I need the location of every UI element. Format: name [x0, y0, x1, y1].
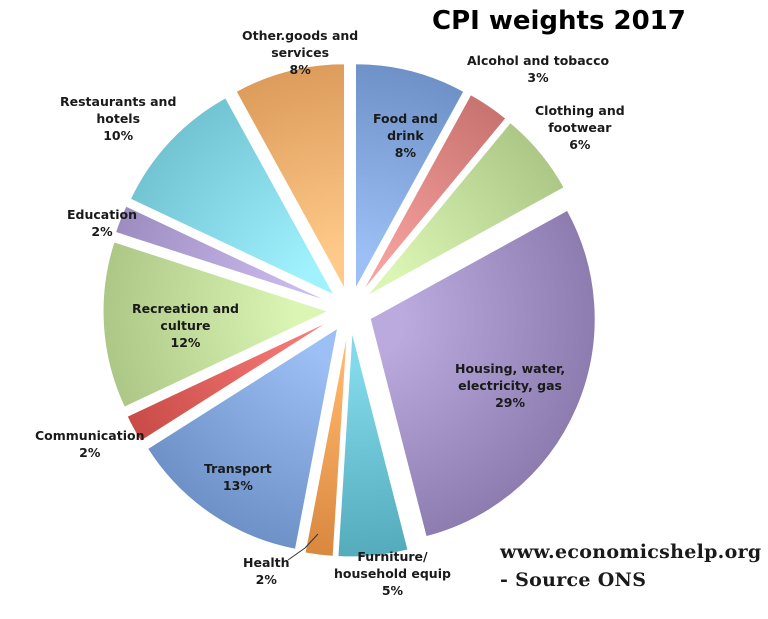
slice-name-recreation-and-culture: Recreation and culture — [132, 301, 239, 333]
pie-slice-other-goods-and-services — [235, 63, 346, 289]
slice-value-recreation-and-culture: 12% — [170, 335, 201, 350]
slice-value-other-goods-and-services: 8% — [289, 62, 311, 77]
pie-slice-education — [114, 205, 330, 303]
pie-slice-restaurants-and-hotels — [129, 97, 336, 297]
source-website: www.economicshelp.org — [500, 541, 762, 563]
source-attribution: www.economicshelp.org - Source ONS — [500, 538, 761, 594]
slice-name-communication: Communication — [35, 428, 145, 443]
slice-value-clothing-and-footwear: 6% — [569, 137, 591, 152]
slice-label-health: Health 2% — [243, 554, 290, 588]
pie-slice-communication — [126, 320, 331, 442]
slice-value-housing-water-electricity-gas: 29% — [495, 395, 526, 410]
slice-name-other-goods-and-services: Other.goods and services — [242, 28, 359, 60]
slice-label-housing-water-electricity-gas: Housing, water, electricity, gas 29% — [455, 360, 565, 411]
slice-name-transport: Transport — [204, 461, 272, 476]
chart-title: CPI weights 2017 — [432, 6, 686, 36]
slice-name-food-and-drink: Food and drink — [373, 111, 438, 143]
slice-value-health: 2% — [255, 572, 277, 587]
slice-value-communication: 2% — [79, 445, 101, 460]
slice-label-transport: Transport 13% — [204, 460, 272, 494]
slice-label-restaurants-and-hotels: Restaurants and hotels 10% — [60, 93, 176, 144]
slice-name-restaurants-and-hotels: Restaurants and hotels — [60, 94, 177, 126]
slice-value-education: 2% — [91, 224, 113, 239]
pie-slice-housing-water-electricity-gas — [369, 209, 596, 538]
slice-name-education: Education — [67, 207, 137, 222]
slice-label-recreation-and-culture: Recreation and culture 12% — [132, 300, 239, 351]
pie-slice-furniture-household-equip — [337, 331, 409, 558]
slice-label-education: Education 2% — [67, 206, 137, 240]
pie-slice-transport — [146, 327, 339, 550]
slice-value-furniture-household-equip: 5% — [381, 583, 404, 598]
pie-slice-food-and-drink — [354, 63, 465, 289]
source-credit: - Source ONS — [500, 569, 647, 591]
slice-value-alcohol-and-tobacco: 3% — [527, 70, 549, 85]
pie-slice-alcohol-and-tobacco — [361, 93, 507, 293]
slice-label-other-goods-and-services: Other.goods and services 8% — [242, 27, 358, 78]
leader-line-health — [287, 533, 319, 561]
slice-label-furniture-household-equip: Furniture/household equip 5% — [334, 548, 451, 599]
slice-name-health: Health — [243, 555, 290, 570]
pie-slice-recreation-and-culture — [102, 241, 330, 408]
slice-label-clothing-and-footwear: Clothing and footwear 6% — [535, 102, 625, 153]
slice-value-restaurants-and-hotels: 10% — [103, 128, 134, 143]
pie-slice-clothing-and-footwear — [366, 121, 565, 297]
slice-name-housing-water-electricity-gas: Housing, water, electricity, gas — [455, 361, 566, 393]
slice-label-communication: Communication 2% — [35, 427, 145, 461]
slice-name-furniture-household-equip: Furniture/household equip — [334, 549, 451, 581]
slice-name-clothing-and-footwear: Clothing and footwear — [535, 103, 625, 135]
pie-slice-health — [304, 331, 348, 557]
slice-label-alcohol-and-tobacco: Alcohol and tobacco 3% — [467, 52, 609, 86]
slice-label-food-and-drink: Food and drink 8% — [373, 110, 438, 161]
slice-value-transport: 13% — [222, 478, 253, 493]
slice-name-alcohol-and-tobacco: Alcohol and tobacco — [467, 53, 610, 68]
slice-value-food-and-drink: 8% — [394, 145, 417, 160]
